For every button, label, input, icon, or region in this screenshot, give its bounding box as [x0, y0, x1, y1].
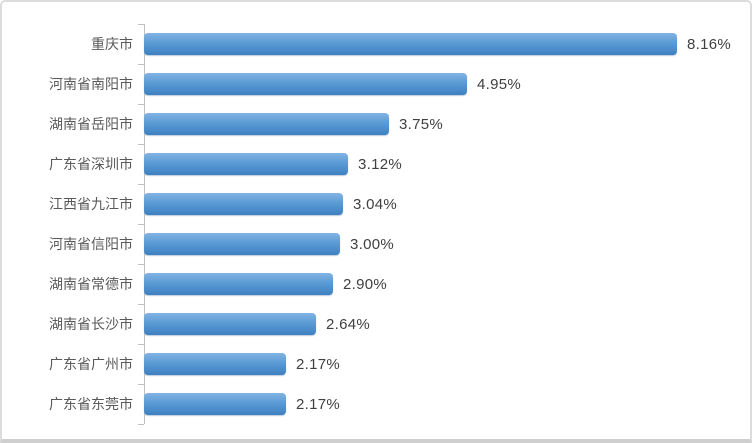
axis-tick [138, 224, 144, 225]
bar-track: 4.95% [144, 64, 750, 104]
category-label: 湖南省常德市 [49, 277, 133, 293]
plot-area: 重庆市 8.16% 河南省南阳市 4.95% 湖南省岳阳市 3.75% 广东省深… [2, 24, 750, 424]
category-label: 广东省深圳市 [49, 157, 133, 173]
value-label: 2.17% [296, 395, 341, 413]
value-label: 2.17% [296, 355, 341, 373]
bar-row: 重庆市 8.16% [2, 24, 750, 64]
bar-row: 湖南省常德市 2.90% [2, 264, 750, 304]
value-label: 3.04% [353, 195, 398, 213]
bar-row: 湖南省长沙市 2.64% [2, 304, 750, 344]
axis-tick [138, 184, 144, 185]
category-label: 广东省广州市 [49, 357, 133, 373]
bar[interactable] [144, 273, 333, 295]
value-label: 3.75% [399, 115, 444, 133]
axis-tick [138, 24, 144, 25]
bar-track: 2.17% [144, 384, 750, 424]
axis-tick [138, 64, 144, 65]
category-label: 湖南省长沙市 [49, 317, 133, 333]
category-label: 重庆市 [91, 37, 133, 53]
axis-tick [138, 344, 144, 345]
category-axis-line [144, 24, 145, 424]
bar[interactable] [144, 393, 286, 415]
value-label: 8.16% [687, 35, 732, 53]
category-label: 广东省东莞市 [49, 397, 133, 413]
bar-track: 2.64% [144, 304, 750, 344]
bar[interactable] [144, 233, 340, 255]
bar-track: 8.16% [144, 24, 750, 64]
value-label: 2.90% [343, 275, 388, 293]
bar-row: 广东省广州市 2.17% [2, 344, 750, 384]
category-label: 河南省南阳市 [49, 77, 133, 93]
bar-track: 2.17% [144, 344, 750, 384]
bar-row: 湖南省岳阳市 3.75% [2, 104, 750, 144]
bar[interactable] [144, 193, 343, 215]
bar-track: 2.90% [144, 264, 750, 304]
axis-tick [138, 144, 144, 145]
value-label: 3.00% [350, 235, 395, 253]
bar-row: 河南省南阳市 4.95% [2, 64, 750, 104]
bar-row: 广东省深圳市 3.12% [2, 144, 750, 184]
bar-track: 3.12% [144, 144, 750, 184]
category-label: 湖南省岳阳市 [49, 117, 133, 133]
value-label: 2.64% [326, 315, 371, 333]
axis-tick [138, 384, 144, 385]
axis-tick [138, 264, 144, 265]
value-label: 4.95% [477, 75, 522, 93]
bar-track: 3.75% [144, 104, 750, 144]
axis-tick [138, 104, 144, 105]
category-label: 河南省信阳市 [49, 237, 133, 253]
bar-row: 河南省信阳市 3.00% [2, 224, 750, 264]
value-label: 3.12% [358, 155, 403, 173]
axis-tick [138, 424, 144, 425]
axis-tick [138, 304, 144, 305]
bar-track: 3.00% [144, 224, 750, 264]
bar-row: 广东省东莞市 2.17% [2, 384, 750, 424]
bar[interactable] [144, 353, 286, 375]
bar[interactable] [144, 313, 316, 335]
bar[interactable] [144, 113, 389, 135]
bar-track: 3.04% [144, 184, 750, 224]
category-label: 江西省九江市 [49, 197, 133, 213]
bar[interactable] [144, 73, 467, 95]
bar[interactable] [144, 153, 348, 175]
bar-row: 江西省九江市 3.04% [2, 184, 750, 224]
bar[interactable] [144, 33, 677, 55]
